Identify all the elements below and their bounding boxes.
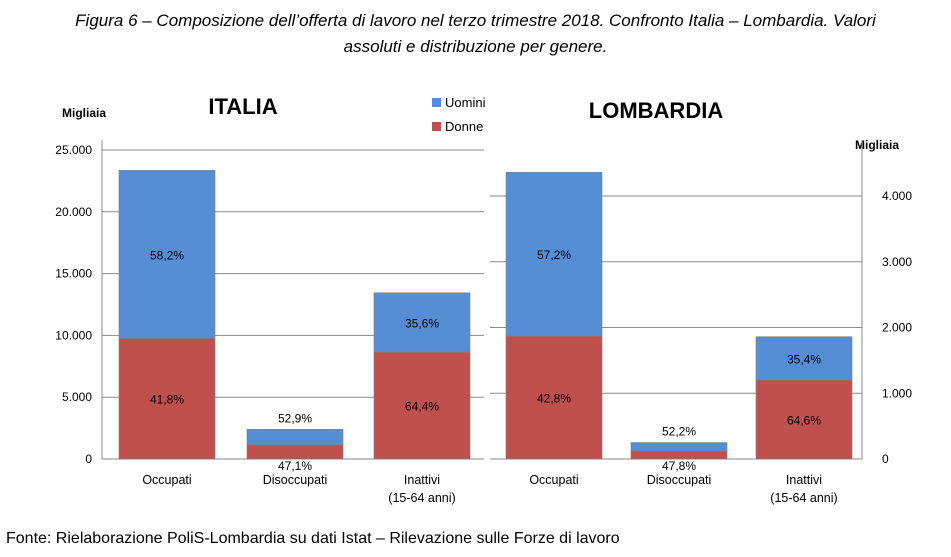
y-tick-label-italia: 0 [85, 452, 92, 466]
x-tick-label-italia: (15-64 anni) [388, 491, 455, 505]
chart-title-italia: ITALIA [208, 94, 277, 119]
data-label-lombardia-donne-1: 47,8% [662, 459, 696, 473]
bar-lombardia-donne-0 [505, 335, 603, 460]
data-label-lombardia-uomini-2: 35,4% [787, 352, 821, 366]
legend: Uomini Donne [432, 95, 486, 134]
legend-label-donne: Donne [445, 119, 483, 134]
bar-italia-donne-2 [373, 351, 471, 460]
y-tick-label-lombardia: 3.000 [882, 255, 912, 269]
figure-caption: Figura 6 – Composizione dell’offerta di … [0, 8, 951, 60]
y-axis-label-italia: Migliaia [62, 106, 106, 120]
legend-swatch-donne [432, 122, 441, 131]
data-label-lombardia-uomini-0: 57,2% [537, 248, 571, 262]
y-tick-label-italia: 25.000 [55, 143, 92, 157]
x-tick-label-italia: Occupati [142, 473, 191, 487]
comparison-chart: Uomini Donne ITALIA Migliaia 0 5.000 10.000 1… [55, 94, 912, 505]
bar-italia-uomini-1 [246, 429, 344, 446]
data-label-italia-donne-2: 64,4% [405, 400, 439, 414]
data-label-lombardia-donne-2: 64,6% [787, 414, 821, 428]
data-label-lombardia-donne-0: 42,8% [537, 392, 571, 406]
y-tick-label-italia: 15.000 [55, 267, 92, 281]
y-tick-label-italia: 20.000 [55, 205, 92, 219]
x-tick-label-lombardia: Occupati [529, 473, 578, 487]
bar-italia-donne-0 [118, 338, 216, 460]
y-tick-label-italia: 10.000 [55, 328, 92, 342]
source-note: Fonte: Rielaborazione PoliS-Lombardia su… [6, 530, 620, 547]
x-tick-label-lombardia: (15-64 anni) [770, 491, 837, 505]
x-tick-label-lombardia: Inattivi [786, 473, 822, 487]
data-label-italia-uomini-1: 52,9% [278, 411, 312, 425]
x-tick-label-italia: Disoccupati [263, 473, 328, 487]
bar-lombardia-uomini-1 [630, 442, 728, 452]
bar-italia-uomini-2 [373, 292, 471, 353]
data-label-lombardia-uomini-1: 52,2% [662, 425, 696, 439]
legend-label-uomini: Uomini [445, 95, 486, 110]
data-label-italia-donne-1: 47,1% [278, 459, 312, 473]
caption-line-1: Figura 6 – Composizione dell’offerta di … [75, 11, 876, 30]
x-tick-label-italia: Inattivi [404, 473, 440, 487]
bar-italia-donne-1 [246, 444, 344, 460]
y-tick-label-lombardia: 4.000 [882, 189, 912, 203]
y-tick-label-italia: 5.000 [62, 390, 92, 404]
data-label-italia-donne-0: 41,8% [150, 393, 184, 407]
chart-title-lombardia: LOMBARDIA [589, 98, 724, 123]
y-tick-label-lombardia: 1.000 [882, 386, 912, 400]
y-tick-label-lombardia: 2.000 [882, 321, 912, 335]
y-axis-label-lombardia: Migliaia [855, 138, 899, 152]
bar-lombardia-uomini-2 [755, 336, 853, 381]
bar-lombardia-uomini-0 [505, 172, 603, 337]
data-label-italia-uomini-0: 58,2% [150, 248, 184, 262]
bar-lombardia-donne-2 [755, 379, 853, 460]
legend-swatch-uomini [432, 98, 441, 107]
y-tick-label-lombardia: 0 [882, 452, 889, 466]
bar-italia-uomini-0 [118, 170, 216, 339]
bar-lombardia-donne-1 [630, 450, 728, 460]
x-tick-label-lombardia: Disoccupati [647, 473, 712, 487]
data-label-italia-uomini-2: 35,6% [405, 316, 439, 330]
caption-line-2: assoluti e distribuzione per genere. [343, 37, 608, 56]
